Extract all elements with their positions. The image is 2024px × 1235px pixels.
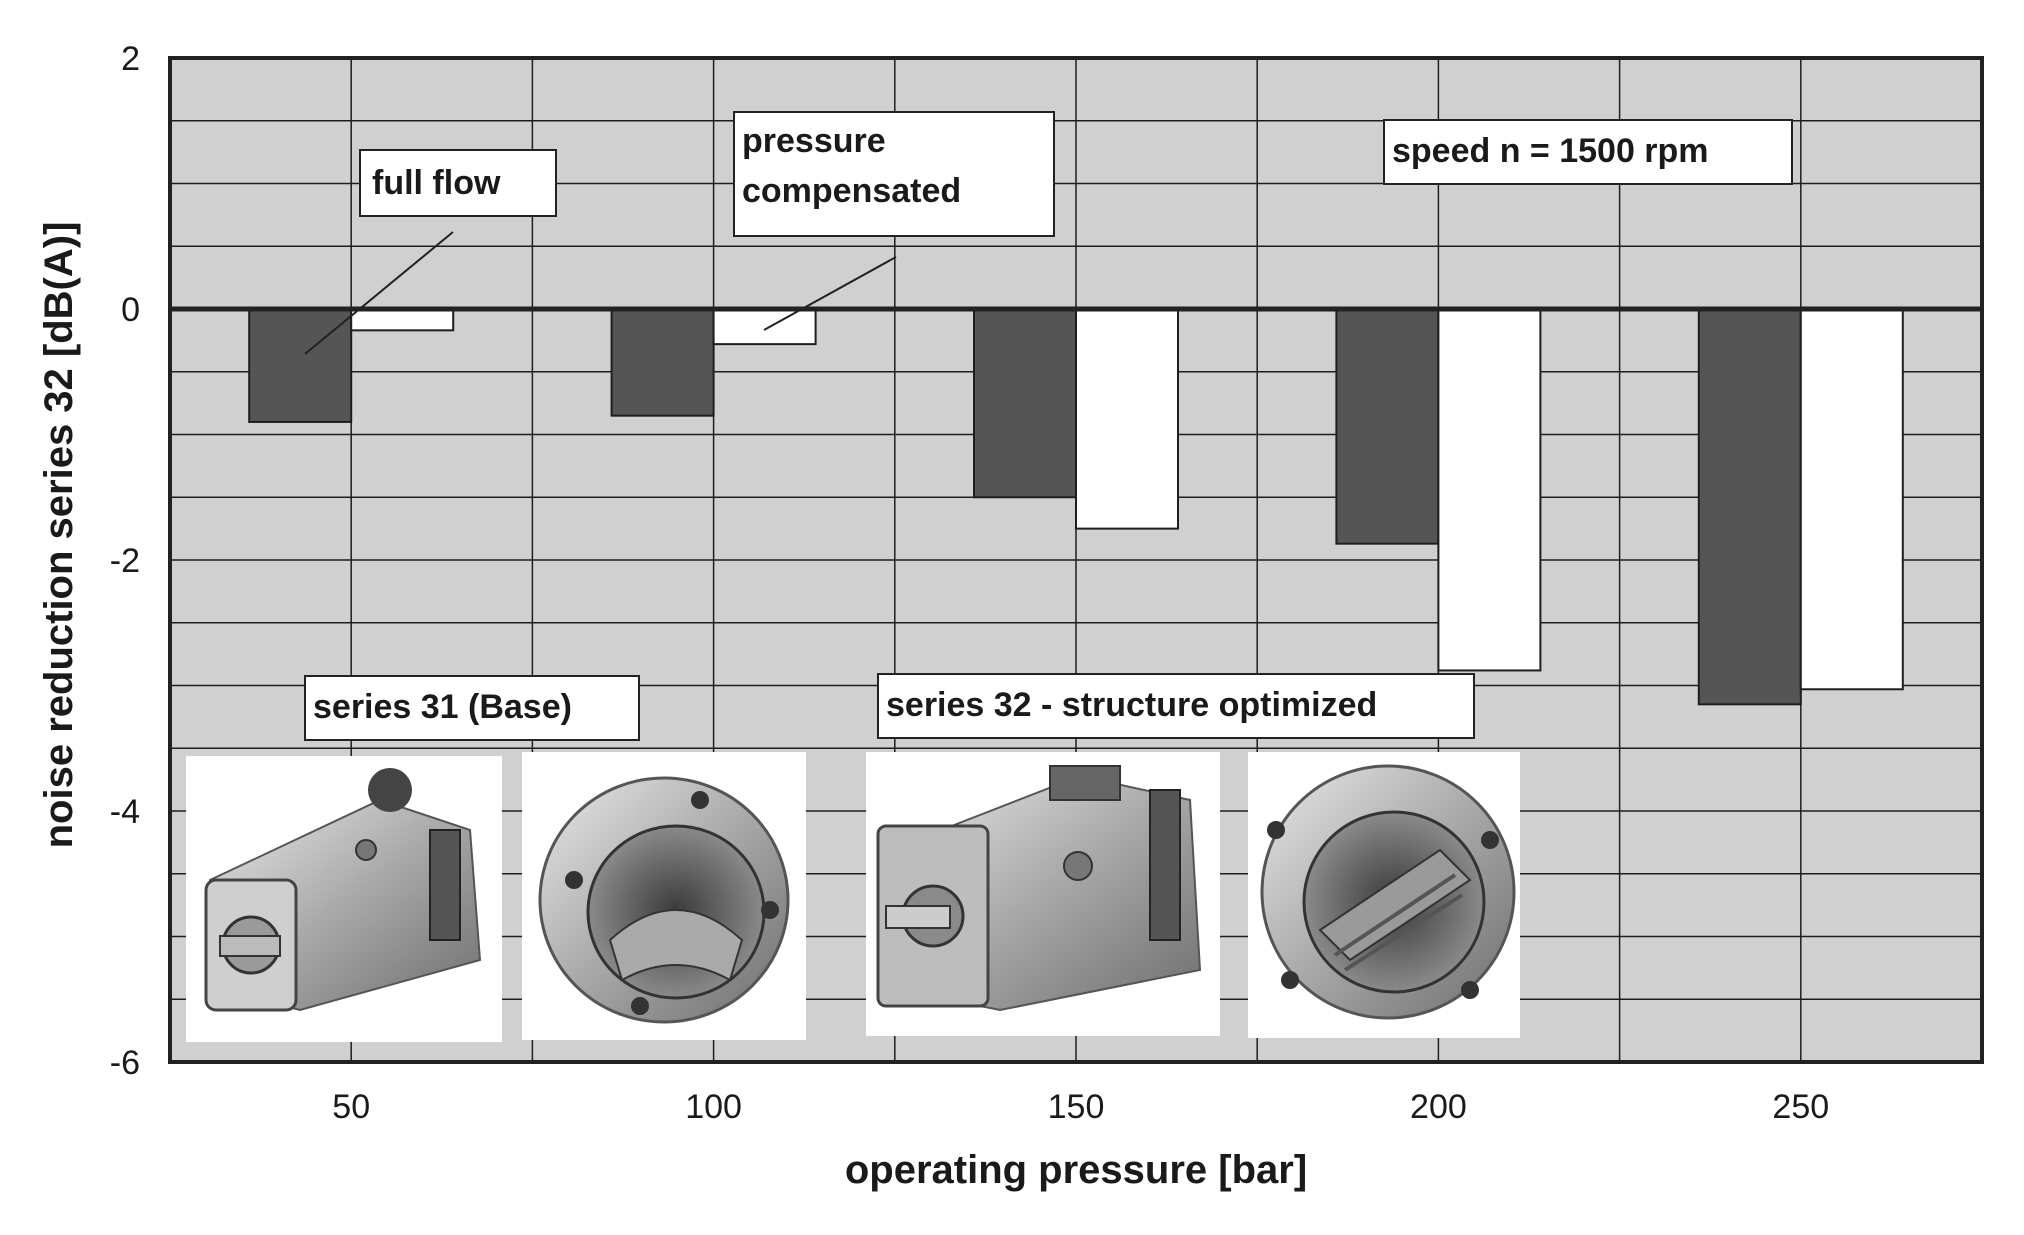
bar-pressure-compensated-150 bbox=[1075, 308, 1179, 530]
series31-callout: series 31 (Base) bbox=[304, 675, 640, 741]
housing-series32-photo bbox=[1248, 752, 1520, 1038]
y-tick-label: -2 bbox=[110, 542, 140, 580]
bar-pressure-compensated-200 bbox=[1437, 308, 1542, 672]
pressure-label-line2: compensated bbox=[742, 172, 961, 210]
y-tick-labels: 2 0 -2 -4 -6 bbox=[110, 40, 140, 1082]
series31-label: series 31 (Base) bbox=[313, 688, 572, 726]
y-axis-title: noise reduction series 32 [dB(A)] bbox=[37, 222, 81, 849]
bar-full-flow-50 bbox=[248, 308, 353, 423]
speed-label: speed n = 1500 rpm bbox=[1392, 132, 1709, 170]
bar-pressure-compensated-50 bbox=[350, 308, 455, 332]
x-tick-label: 100 bbox=[685, 1088, 742, 1126]
x-tick-label: 250 bbox=[1772, 1088, 1829, 1126]
x-tick-label: 150 bbox=[1048, 1088, 1105, 1126]
x-tick-label: 50 bbox=[332, 1088, 370, 1126]
bar-pressure-compensated-100 bbox=[712, 308, 817, 346]
bar-full-flow-150 bbox=[973, 308, 1077, 499]
full-flow-label: full flow bbox=[372, 164, 501, 202]
pressure-compensated-callout: pressure compensated bbox=[733, 111, 1055, 331]
series32-label: series 32 - structure optimized bbox=[886, 686, 1377, 724]
pump-series32-photo bbox=[866, 752, 1220, 1036]
y-tick-label: -4 bbox=[110, 793, 140, 831]
full-flow-callout: full flow bbox=[304, 149, 557, 355]
y-tick-label: 0 bbox=[121, 291, 140, 329]
bar-full-flow-200 bbox=[1335, 308, 1440, 545]
bars bbox=[248, 308, 1904, 706]
y-tick-label: 2 bbox=[121, 40, 140, 78]
series32-callout: series 32 - structure optimized bbox=[877, 673, 1475, 739]
bar-full-flow-250 bbox=[1697, 308, 1802, 706]
y-tick-label: -6 bbox=[110, 1044, 140, 1082]
x-tick-labels: 50 100 150 200 250 bbox=[332, 1088, 1829, 1126]
pump-series31-photo bbox=[186, 756, 502, 1042]
pressure-label-line1: pressure bbox=[742, 122, 886, 160]
plot-frame bbox=[168, 56, 1984, 1064]
x-tick-label: 200 bbox=[1410, 1088, 1467, 1126]
bar-full-flow-100 bbox=[610, 308, 715, 417]
speed-callout: speed n = 1500 rpm bbox=[1383, 119, 1793, 185]
x-axis-title: operating pressure [bar] bbox=[845, 1148, 1307, 1192]
bar-pressure-compensated-250 bbox=[1799, 308, 1904, 691]
housing-series31-photo bbox=[522, 752, 806, 1040]
